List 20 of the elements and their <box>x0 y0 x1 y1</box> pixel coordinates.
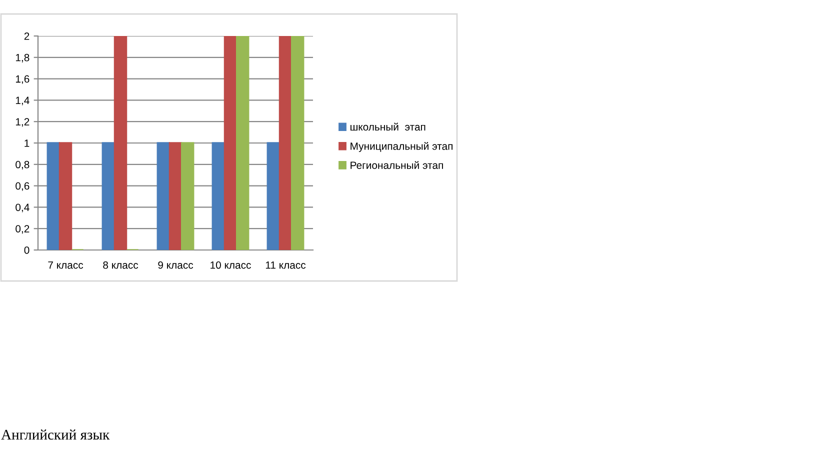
y-tick-label: 0 <box>24 246 30 254</box>
x-tick-label: 11 класс <box>266 261 306 269</box>
x-tick-label: 8 класс <box>103 261 138 269</box>
y-tick-label: 0,4 <box>16 204 30 212</box>
legend-label: Региональный этап <box>350 161 443 169</box>
x-tick-label: 7 класс <box>48 261 84 269</box>
y-tick-label: 2 <box>24 32 30 40</box>
y-tick-label: 0,2 <box>16 225 30 234</box>
y-tick-label: 1,2 <box>16 118 30 127</box>
legend-label: Муниципальный этап <box>350 142 452 152</box>
y-tick-label: 0,8 <box>16 160 30 170</box>
y-tick-label: 1,8 <box>16 54 30 63</box>
y-tick-label: 1 <box>24 140 30 147</box>
y-tick-label: 1,6 <box>16 75 30 84</box>
y-tick-label: 1,4 <box>16 96 30 106</box>
text: Английский язык <box>1 430 110 440</box>
y-tick-label: 0,6 <box>16 182 30 191</box>
x-tick-label: 10 класс <box>210 261 251 269</box>
x-tick-label: 9 класс <box>158 261 194 269</box>
legend-label: школьный этап <box>350 122 426 131</box>
